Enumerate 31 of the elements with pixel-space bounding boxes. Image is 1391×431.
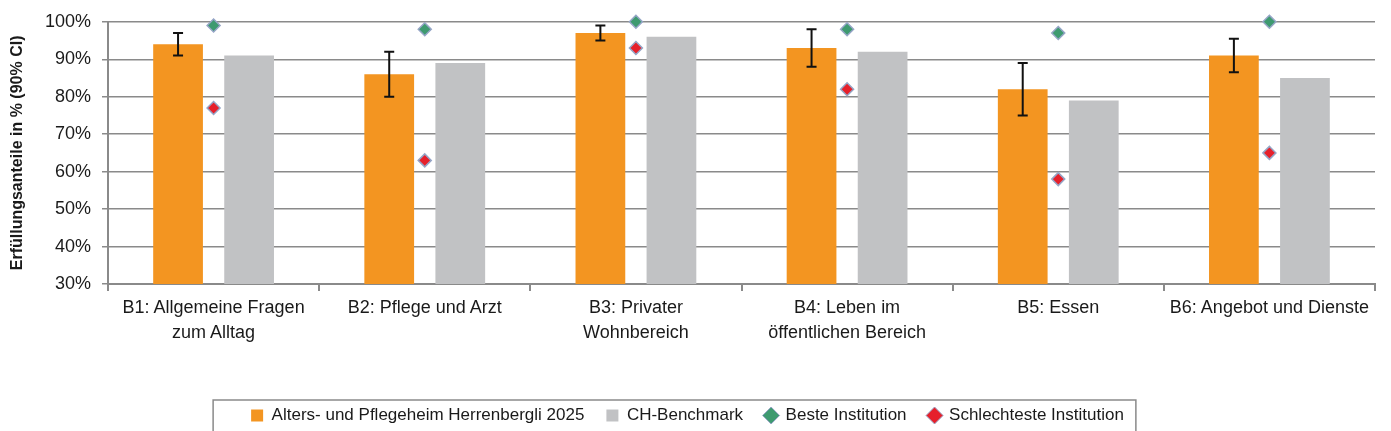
point	[206, 100, 221, 116]
x-tick-label: B1: Allgemeine Fragen zum Alltag	[122, 297, 305, 343]
point	[839, 81, 855, 97]
point	[1262, 14, 1277, 30]
point	[1262, 145, 1277, 161]
y-tick-label: 60%	[54, 160, 91, 181]
legend-label: CH-Benchmark	[626, 405, 744, 425]
point	[628, 40, 644, 56]
x-tick-label: B4: Leben im öffentlichen Bereich	[768, 297, 926, 343]
point	[839, 22, 855, 37]
y-tick-label: 50%	[54, 198, 91, 219]
y-tick-label: 70%	[54, 123, 91, 144]
y-tick-label: 80%	[54, 85, 91, 106]
point	[628, 14, 644, 30]
y-tick-label: 100%	[44, 10, 91, 31]
point	[1051, 25, 1066, 41]
point	[417, 22, 432, 37]
legend-label: Beste Institution	[785, 405, 907, 425]
legend-label: Alters- und Pflegeheim Herrenbergli 2025	[271, 405, 585, 425]
y-tick-label: 90%	[54, 48, 91, 69]
x-tick-label: B3: Privater Wohnbereich	[583, 297, 689, 343]
x-tick-label: B5: Essen	[1017, 297, 1100, 318]
x-tick-label: B2: Pflege und Arzt	[347, 297, 502, 318]
point	[1051, 171, 1066, 187]
y-tick-label: 40%	[54, 235, 91, 256]
y-tick-label: 30%	[54, 272, 91, 293]
y-axis-title: Erfüllungsanteile in % (90% CI)	[8, 35, 26, 271]
x-tick-label: B6: Angebot und Dienste	[1169, 297, 1369, 318]
point	[206, 18, 221, 33]
point	[417, 153, 432, 168]
legend-label: Schlechteste Institution	[949, 405, 1124, 425]
